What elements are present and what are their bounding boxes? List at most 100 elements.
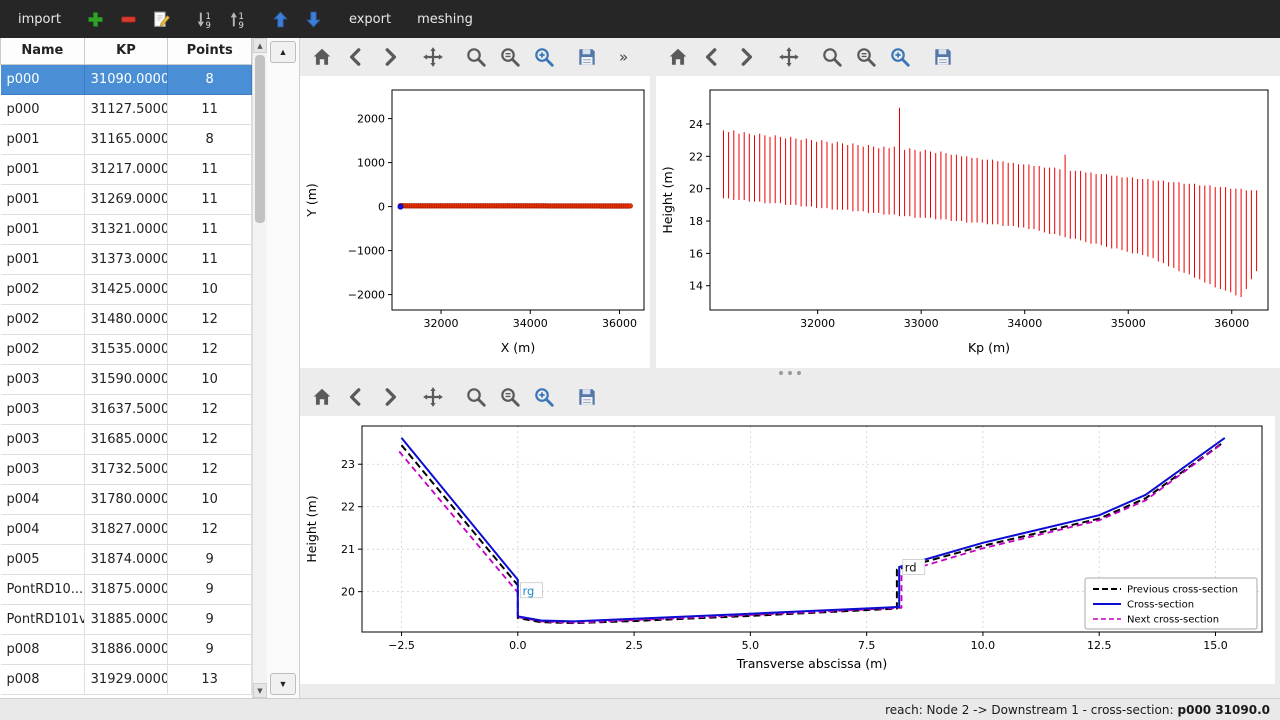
cell-name: p001 [0,214,85,245]
svg-text:18: 18 [689,215,703,228]
table-row[interactable]: PontRD101v 31885.0000 9 [0,604,252,635]
move-down-icon[interactable] [299,5,329,33]
save-icon[interactable] [927,41,959,73]
zoom-settings-icon[interactable] [494,41,526,73]
home-icon[interactable] [306,41,338,73]
export-button[interactable]: export [337,7,403,32]
add-icon[interactable] [81,5,111,33]
cell-name: p008 [0,634,85,665]
cell-points: 10 [167,364,252,395]
table-row[interactable]: p003 31685.0000 12 [0,424,252,455]
next-section-button[interactable]: ▼ [270,673,296,695]
table-row[interactable]: p001 31269.0000 11 [0,184,252,215]
svg-text:rd: rd [905,560,917,574]
remove-icon[interactable] [114,5,144,33]
svg-text:22: 22 [689,150,703,163]
svg-text:33000: 33000 [904,317,939,330]
forward-icon[interactable] [374,41,406,73]
edit-icon[interactable] [147,5,177,33]
longitudinal-profile-chart[interactable]: 32000 33000 34000 35000 36000 14 16 18 20 22 24 Kp … [656,76,1280,368]
horizontal-splitter[interactable] [300,368,1280,378]
pan-icon[interactable] [773,41,805,73]
table-row[interactable]: p002 31425.0000 10 [0,274,252,305]
table-row[interactable]: p001 31321.0000 11 [0,214,252,245]
table-row[interactable]: p008 31886.0000 9 [0,634,252,665]
scrollbar-thumb[interactable] [255,55,265,223]
table-row[interactable]: p004 31780.0000 10 [0,484,252,515]
table-row[interactable]: p003 31637.5000 12 [0,394,252,425]
cell-kp: 31885.0000 [84,604,169,635]
scrollbar-track[interactable] [253,53,267,683]
import-button[interactable]: import [6,7,73,32]
svg-text:9: 9 [206,19,211,28]
meshing-button[interactable]: meshing [405,7,485,32]
svg-text:35000: 35000 [1111,317,1146,330]
svg-text:Transverse abscissa (m): Transverse abscissa (m) [736,656,887,671]
zoom-icon[interactable] [460,41,492,73]
save-icon[interactable] [571,41,603,73]
svg-text:−1000: −1000 [348,245,385,258]
column-header-kp[interactable]: KP [83,38,169,65]
home-icon[interactable] [306,381,338,413]
zoom-settings-icon[interactable] [850,41,882,73]
cell-kp: 31685.0000 [84,424,169,455]
table-row[interactable]: p004 31827.0000 12 [0,514,252,545]
table-row[interactable]: p003 31590.0000 10 [0,364,252,395]
zoom-icon[interactable] [460,381,492,413]
column-header-points[interactable]: Points [167,38,252,65]
svg-text:36000: 36000 [602,317,637,330]
previous-section-button[interactable]: ▲ [270,41,296,63]
table-row[interactable]: p005 31874.0000 9 [0,544,252,575]
cell-name: p003 [0,424,85,455]
svg-text:21: 21 [341,543,355,556]
scrollbar-up-arrow-icon[interactable]: ▲ [253,38,267,53]
cell-name: p001 [0,184,85,215]
move-up-icon[interactable] [266,5,296,33]
scrollbar-down-arrow-icon[interactable]: ▼ [253,683,267,698]
forward-icon[interactable] [730,41,762,73]
zoom-settings-icon[interactable] [494,381,526,413]
table-row[interactable]: p002 31480.0000 12 [0,304,252,335]
cell-name: p002 [0,334,85,365]
table-row[interactable]: p003 31732.5000 12 [0,454,252,485]
table-row[interactable]: p001 31165.0000 8 [0,124,252,155]
forward-icon[interactable] [374,381,406,413]
cell-kp: 31321.0000 [84,214,169,245]
cell-points: 8 [167,64,252,95]
table-row[interactable]: PontRD10... 31875.0000 9 [0,574,252,605]
table-row[interactable]: p001 31217.0000 11 [0,154,252,185]
home-icon[interactable] [662,41,694,73]
zoom-icon[interactable] [816,41,848,73]
table-row[interactable]: p002 31535.0000 12 [0,334,252,365]
zoom-select-icon[interactable] [884,41,916,73]
cell-points: 10 [167,484,252,515]
back-icon[interactable] [696,41,728,73]
svg-text:7.5: 7.5 [858,639,876,652]
cell-kp: 31535.0000 [84,334,169,365]
table-scrollbar[interactable]: ▲ ▼ [252,38,267,698]
cell-name: p005 [0,544,85,575]
back-icon[interactable] [340,41,372,73]
cell-kp: 31090.0000 [84,64,169,95]
cell-points: 12 [167,394,252,425]
cross-section-chart[interactable]: −2.5 0.0 2.5 5.0 7.5 10.0 12.5 15.0 20 21 22 23 Tran… [300,416,1275,684]
column-header-name[interactable]: Name [0,38,85,65]
pan-icon[interactable] [417,381,449,413]
cell-kp: 31637.5000 [84,394,169,425]
table-row[interactable]: p000 31090.0000 8 [0,64,252,95]
zoom-select-icon[interactable] [528,41,560,73]
plan-view-chart[interactable]: 32000 34000 36000 2000 1000 0 −1000 −2000 X (m) Y… [300,76,650,368]
table-row[interactable]: p008 31929.0000 13 [0,664,252,695]
table-row[interactable]: p000 31127.5000 11 [0,94,252,125]
back-icon[interactable] [340,381,372,413]
cell-points: 12 [167,334,252,365]
table-row[interactable]: p001 31373.0000 11 [0,244,252,275]
save-icon[interactable] [571,381,603,413]
zoom-select-icon[interactable] [528,381,560,413]
toolbar-overflow-button[interactable]: » [615,48,632,66]
pan-icon[interactable] [417,41,449,73]
